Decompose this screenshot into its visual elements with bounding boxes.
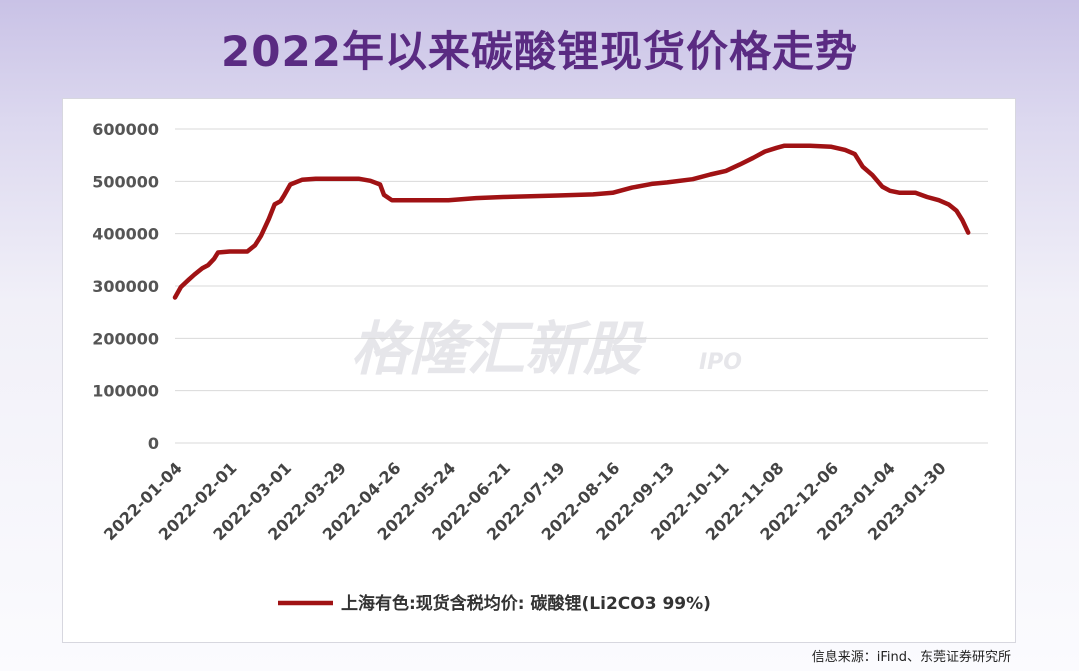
watermark-ipo: IPO bbox=[699, 350, 742, 375]
legend-label: 上海有色:现货含税均价: 碳酸锂(Li2CO3 99%) bbox=[341, 593, 711, 614]
y-tick-label: 200000 bbox=[92, 329, 159, 348]
y-tick-label: 100000 bbox=[92, 382, 159, 401]
watermark-text: 格隆汇新股 bbox=[351, 315, 647, 383]
source-note: 信息来源：iFind、东莞证券研究所 bbox=[811, 650, 1011, 665]
price-line-chart: 格隆汇新股 IPO 600000 500000 400000 300000 200000 10… bbox=[92, 120, 988, 614]
y-tick-label: 500000 bbox=[92, 172, 159, 191]
chart-panel: 格隆汇新股 IPO 600000 500000 400000 300000 200000 10… bbox=[62, 98, 1016, 643]
y-tick-label: 400000 bbox=[92, 225, 159, 244]
series-line bbox=[172, 143, 971, 300]
y-tick-label: 600000 bbox=[92, 120, 159, 139]
chart-title: 2022年以来碳酸锂现货价格走势 bbox=[221, 27, 858, 76]
y-tick-label: 0 bbox=[148, 434, 159, 453]
y-tick-label: 300000 bbox=[92, 277, 159, 296]
